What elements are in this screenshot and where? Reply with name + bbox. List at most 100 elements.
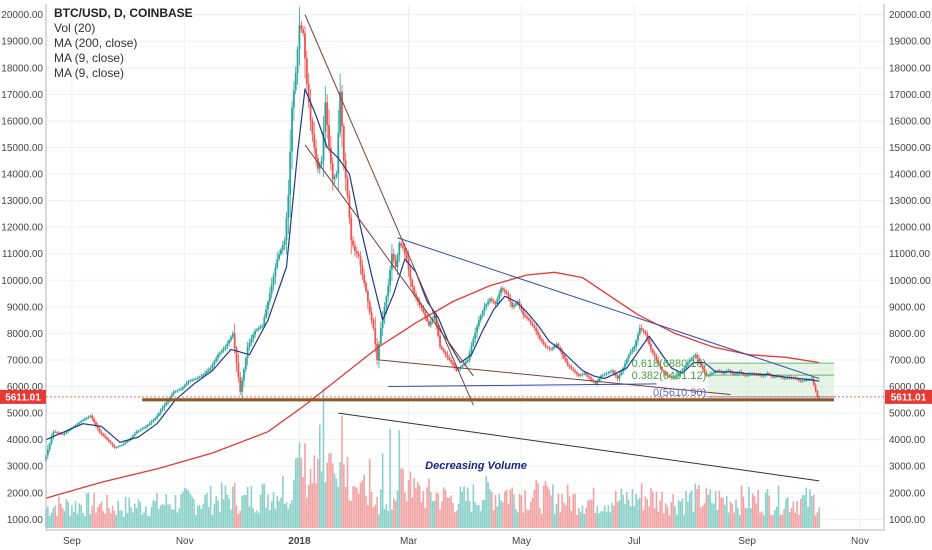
candle-body [442,349,445,353]
candle-body [54,431,57,433]
volume-bar [766,489,769,528]
volume-bar [324,482,327,528]
candle-body [156,415,158,419]
candle-body [444,352,447,355]
candle-body [231,333,234,337]
candle-body [270,284,273,294]
candle-body [603,374,606,376]
volume-bar [272,492,275,528]
candle-body [381,317,384,329]
volume-bar [267,494,269,528]
volume-bar [816,512,819,528]
candle-body [276,259,279,268]
y-tick-label-left: 17000.00 [1,90,43,101]
candle-body [564,358,567,362]
volume-bar [733,512,735,528]
volume-bar [748,486,750,528]
candle-body [274,267,277,277]
volume-bar [337,486,340,528]
candle-body [810,378,813,380]
volume-bar [727,512,730,528]
y-tick-label-left: 14000.00 [1,170,43,181]
candle-body [396,255,399,267]
volume-bar [108,507,110,528]
candle-body [82,420,84,422]
volume-bar [498,493,501,528]
volume-bar [441,501,443,528]
volume-bar [594,513,597,528]
candle-body [440,346,443,350]
candle-body [485,304,488,307]
candle-body [688,359,691,363]
candle-body [376,344,379,360]
volume-bar [602,511,604,528]
candle-body [250,338,253,343]
volume-bar [577,507,580,528]
y-tick-label-right: 7000.00 [889,355,926,366]
volume-bar [383,509,386,528]
candle-body [799,380,802,382]
candle-body [391,253,393,270]
volume-bar [294,458,297,528]
volume-bar [357,493,360,528]
volume-bar [261,484,264,528]
volume-bar [224,485,227,528]
candle-body [291,107,293,152]
volume-bar [711,502,713,528]
volume-bar [592,487,595,528]
volume-bar [690,490,693,528]
candle-body [368,301,371,313]
candle-body [268,293,271,302]
candle-body [712,372,715,374]
volume-bar [250,486,253,528]
candle-body [581,374,584,376]
candle-body [489,298,491,302]
volume-bar [124,496,127,528]
candle-body [87,416,90,418]
candle-body [507,293,510,298]
volume-bar [187,490,190,528]
candle-body [674,376,676,379]
volume-bar [185,488,188,528]
volume-bar [76,513,79,528]
candle-body [757,374,760,376]
volume-bar [333,473,336,528]
candle-body [152,420,155,422]
y-tick-label-right: 19000.00 [889,37,931,48]
candle-body [222,348,225,351]
candle-body [217,354,219,358]
volume-bar [169,504,171,528]
volume-bar [313,455,316,528]
volume-bar [263,483,266,528]
candle-body [305,58,308,84]
volume-bar [354,486,356,528]
volume-bar [576,514,578,528]
y-tick-label-left: 15000.00 [1,143,43,154]
volume-bar [716,510,719,528]
volume-bar [809,489,811,528]
volume-bar [374,504,377,528]
volume-bar [607,505,610,528]
volume-bar [796,500,798,528]
volume-bar [158,508,160,528]
candle-body [601,375,604,376]
candle-body [598,378,601,382]
candle-body [80,421,83,423]
candle-body [535,328,538,332]
candle-body [773,376,776,378]
candle-body [226,343,229,347]
candle-body [315,147,317,159]
candle-body [329,147,332,164]
candle-body [481,311,484,316]
volume-bar [311,483,314,528]
volume-bar [750,508,752,528]
candle-body [803,380,806,382]
candle-body [183,385,186,388]
volume-bar [291,500,293,528]
candle-body [302,29,305,34]
candle-body [193,379,195,381]
candle-body [400,243,403,246]
volume-bar [478,504,480,528]
volume-bar [241,496,243,528]
